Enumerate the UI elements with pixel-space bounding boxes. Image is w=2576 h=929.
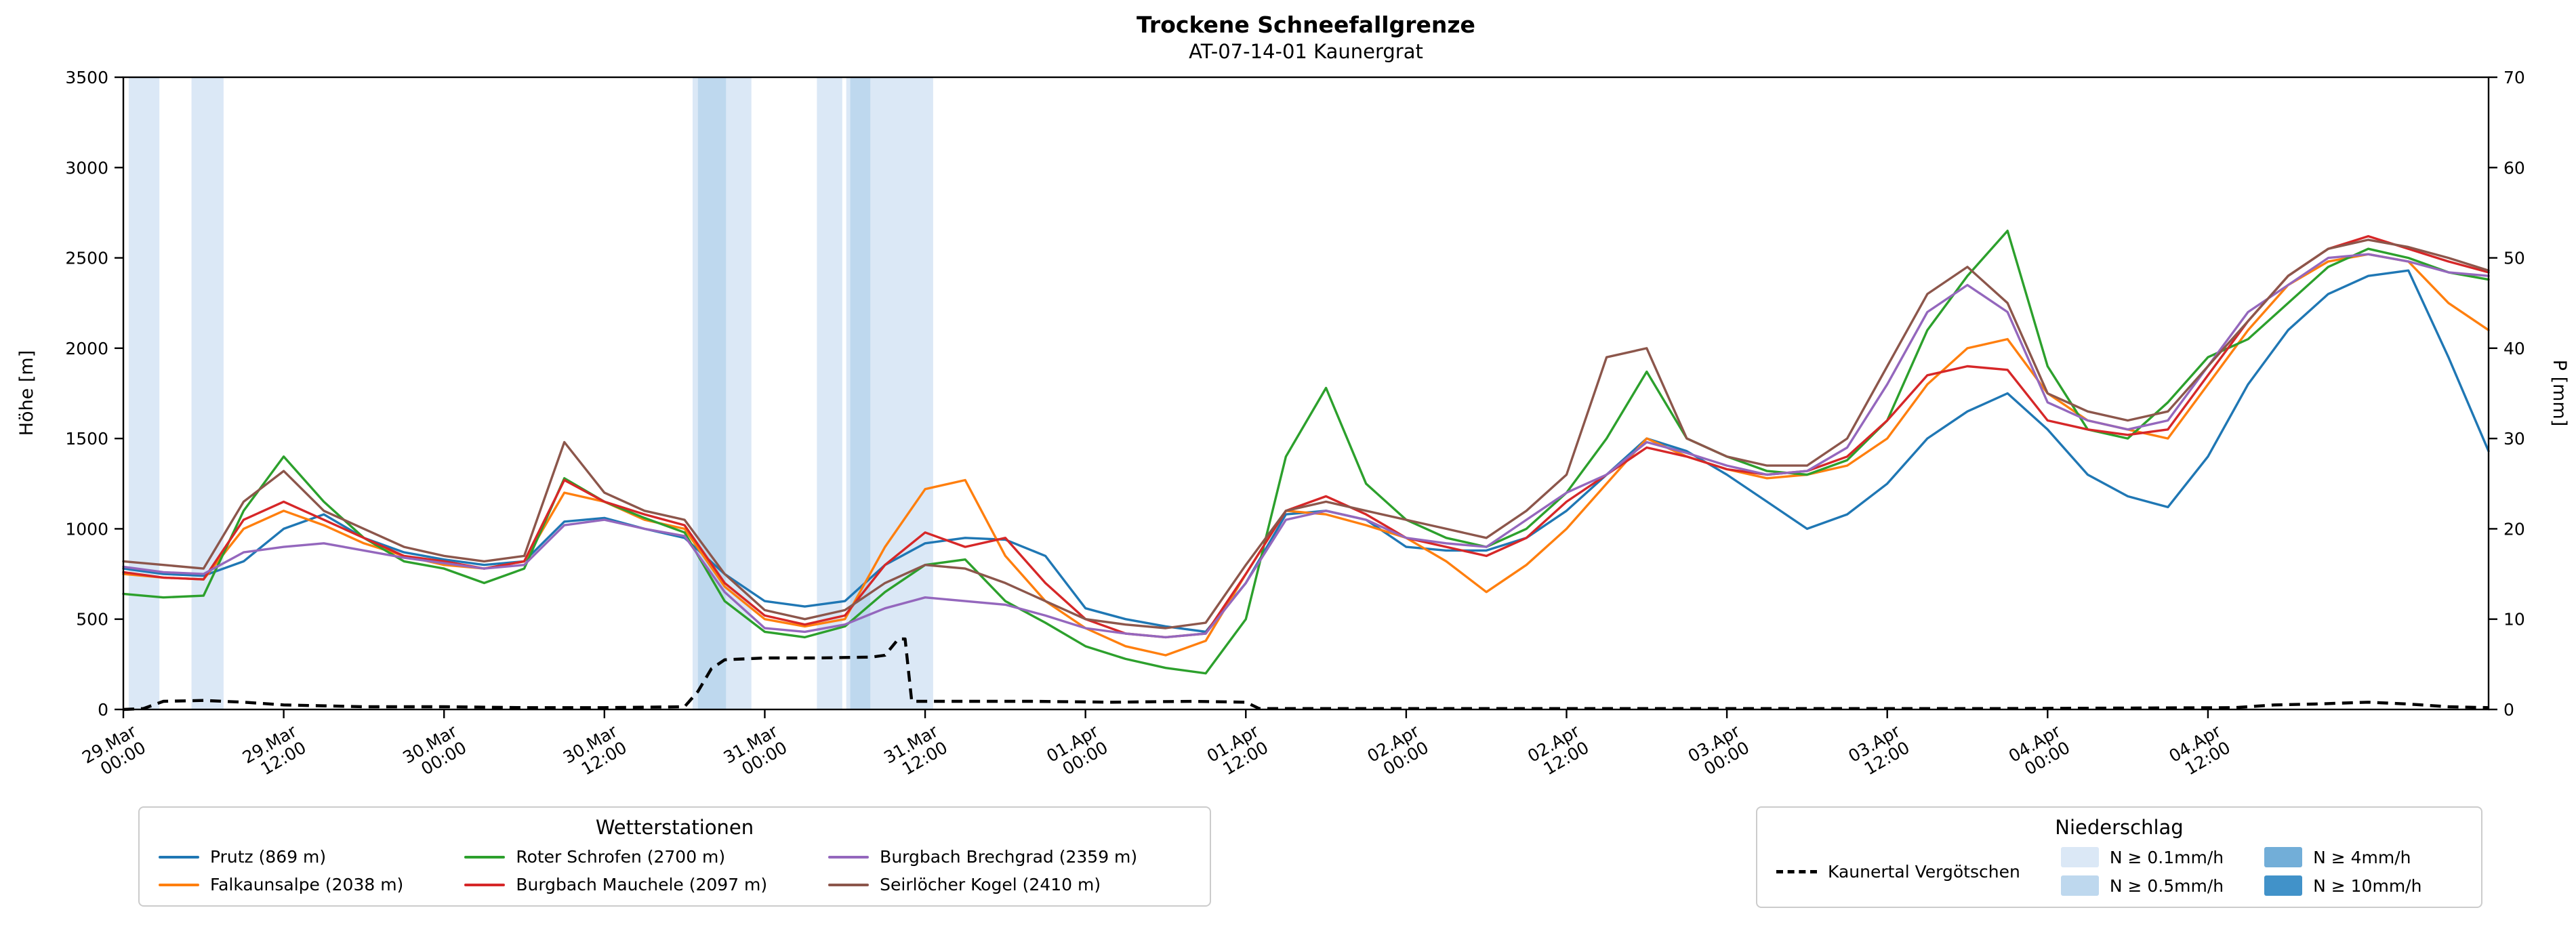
legend-niederschlag-title: Niederschlag [2055, 816, 2184, 839]
svg-text:01.Apr12:00: 01.Apr12:00 [1204, 721, 1272, 783]
line-sample-burgbach-brechgrad [828, 855, 870, 859]
svg-text:03.Apr12:00: 03.Apr12:00 [1845, 721, 1913, 783]
svg-text:31.Mar12:00: 31.Mar12:00 [880, 721, 951, 784]
series-lines-layer [122, 229, 2490, 711]
line-sample-roter-schrofen [464, 855, 506, 859]
svg-text:40: 40 [2503, 339, 2525, 358]
legend-item-roter-schrofen: Roter Schrofen (2700 m) [464, 847, 767, 867]
svg-text:01.Apr00:00: 01.Apr00:00 [1043, 721, 1111, 783]
svg-text:31.Mar00:00: 31.Mar00:00 [720, 721, 791, 784]
legend-label-seirloecher-kogel: Seirlöcher Kogel (2410 m) [880, 875, 1101, 894]
legend-wetterstationen-title: Wetterstationen [595, 816, 754, 839]
svg-text:3500: 3500 [65, 68, 108, 87]
svg-text:1500: 1500 [65, 429, 108, 449]
svg-text:70: 70 [2503, 68, 2525, 87]
legend-label-n-10: N ≥ 10mm/h [2313, 875, 2422, 896]
legend-label-kaunertal-vergoetschen: Kaunertal Vergötschen [1828, 861, 2020, 882]
legend-niederschlag-entries: Kaunertal Vergötschen N ≥ 0.1mm/h N ≥ 0.… [1776, 847, 2462, 896]
chart-title: Trockene Schneefallgrenze [1137, 12, 1475, 38]
legend-label-burgbach-mauchele: Burgbach Mauchele (2097 m) [516, 875, 768, 894]
svg-text:20: 20 [2503, 519, 2525, 539]
legend-item-n-0-5: N ≥ 0.5mm/h [2060, 875, 2224, 896]
legend-niederschlag: Niederschlag Kaunertal Vergötschen N ≥ 0… [1756, 806, 2482, 908]
legend-label-prutz: Prutz (869 m) [210, 847, 327, 867]
y-axis-label-right: P [mm] [2549, 360, 2570, 427]
dashed-line-sample [1776, 869, 1817, 873]
band-swatch-0-5 [2060, 875, 2099, 896]
legend-item-burgbach-mauchele: Burgbach Mauchele (2097 m) [464, 875, 767, 894]
svg-text:30.Mar12:00: 30.Mar12:00 [560, 721, 630, 784]
svg-text:10: 10 [2503, 610, 2525, 629]
svg-text:60: 60 [2503, 158, 2525, 178]
svg-text:03.Apr00:00: 03.Apr00:00 [1685, 721, 1753, 783]
legend-label-roter-schrofen: Roter Schrofen (2700 m) [516, 847, 726, 867]
legend-item-n-0-1: N ≥ 0.1mm/h [2060, 847, 2224, 867]
svg-text:04.Apr12:00: 04.Apr12:00 [2166, 721, 2234, 783]
svg-text:30.Mar00:00: 30.Mar00:00 [399, 721, 470, 784]
svg-text:500: 500 [76, 610, 108, 629]
legend-item-falkaunsalpe: Falkaunsalpe (2038 m) [159, 875, 403, 894]
legend-item-prutz: Prutz (869 m) [159, 847, 403, 867]
legend-label-falkaunsalpe: Falkaunsalpe (2038 m) [210, 875, 404, 894]
svg-text:1000: 1000 [65, 519, 108, 539]
chart-subtitle: AT-07-14-01 Kaunergrat [1189, 40, 1423, 63]
legend-label-n-0-1: N ≥ 0.1mm/h [2109, 847, 2224, 867]
line-sample-prutz [159, 855, 199, 859]
svg-text:29.Mar12:00: 29.Mar12:00 [239, 721, 310, 784]
legend-item-n-10: N ≥ 10mm/h [2264, 875, 2421, 896]
band-swatch-4 [2264, 847, 2303, 867]
svg-text:0: 0 [98, 700, 108, 720]
svg-text:2500: 2500 [65, 249, 108, 268]
svg-text:04.Apr00:00: 04.Apr00:00 [2005, 721, 2074, 783]
svg-text:30: 30 [2503, 429, 2525, 449]
legend-label-burgbach-brechgrad: Burgbach Brechgrad (2359 m) [880, 847, 1138, 867]
svg-text:2000: 2000 [65, 339, 108, 358]
band-swatch-0-1 [2060, 847, 2099, 867]
line-sample-burgbach-mauchele [464, 883, 506, 886]
precip-bands-layer [128, 77, 933, 709]
legend-label-n-0-5: N ≥ 0.5mm/h [2109, 875, 2224, 896]
legend-wetterstationen: Wetterstationen Prutz (869 m) Falkaunsal… [138, 806, 1211, 907]
svg-text:50: 50 [2503, 249, 2525, 268]
legend-item-seirloecher-kogel: Seirlöcher Kogel (2410 m) [828, 875, 1137, 894]
band-swatch-10 [2264, 875, 2303, 896]
legend-wetterstationen-entries: Prutz (869 m) Falkaunsalpe (2038 m) Rote… [159, 847, 1191, 894]
line-sample-seirloecher-kogel [828, 883, 870, 886]
svg-text:02.Apr00:00: 02.Apr00:00 [1364, 721, 1432, 783]
legend-item-burgbach-brechgrad: Burgbach Brechgrad (2359 m) [828, 847, 1137, 867]
svg-text:3000: 3000 [65, 158, 108, 178]
legend-item-n-4: N ≥ 4mm/h [2264, 847, 2421, 867]
svg-text:02.Apr12:00: 02.Apr12:00 [1524, 721, 1593, 783]
line-sample-falkaunsalpe [159, 883, 199, 886]
legend-item-kaunertal-vergoetschen: Kaunertal Vergötschen [1776, 862, 2020, 882]
y-axis-label-left: Höhe [m] [16, 350, 37, 436]
legend-label-n-4: N ≥ 4mm/h [2313, 847, 2411, 867]
axes-layer: 0 500 1000 1500 2000 2500 3000 3500 0 10 20 30 40 50 6… [65, 68, 2525, 784]
svg-text:29.Mar00:00: 29.Mar00:00 [79, 721, 149, 784]
svg-text:0: 0 [2503, 700, 2514, 720]
